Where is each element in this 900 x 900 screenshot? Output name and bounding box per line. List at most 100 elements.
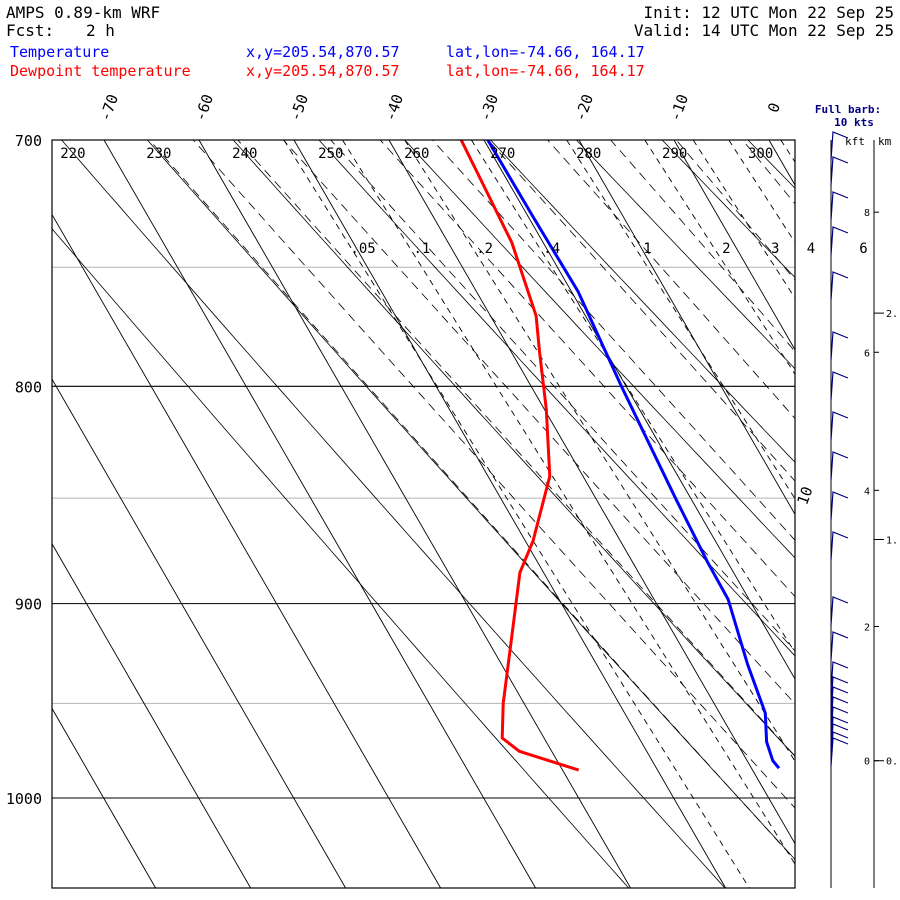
theta-label: 250 bbox=[318, 146, 343, 162]
wind-barb bbox=[830, 531, 849, 561]
theta-label: 230 bbox=[146, 146, 171, 162]
wind-barb bbox=[830, 331, 849, 361]
moist-adiabat bbox=[330, 140, 795, 652]
dry-adiabat bbox=[808, 114, 900, 889]
moist-adiabat bbox=[431, 140, 795, 541]
wind-barb-stroke bbox=[830, 686, 849, 716]
theta-label: 300 bbox=[748, 146, 773, 162]
moist-adiabat bbox=[379, 140, 795, 598]
temperature-top-label: -20 bbox=[571, 92, 597, 124]
wind-barb-stroke bbox=[830, 131, 849, 161]
temperature-top-label: -50 bbox=[286, 92, 312, 124]
wind-barb bbox=[830, 631, 849, 661]
dry-adiabat bbox=[404, 140, 795, 559]
wind-barb-stroke bbox=[830, 331, 849, 361]
wind-barb bbox=[830, 451, 849, 481]
wind-barb-stroke bbox=[830, 271, 849, 301]
moist-adiabat bbox=[192, 140, 795, 809]
moist-adiabat bbox=[148, 140, 795, 861]
kft-tick-label: 8 bbox=[864, 208, 870, 219]
kft-tick-label: 4 bbox=[864, 486, 870, 497]
dry-adiabat bbox=[52, 228, 629, 888]
isotherm bbox=[52, 542, 251, 888]
wind-barb-stroke bbox=[830, 631, 849, 661]
pressure-tick-label: 900 bbox=[15, 596, 42, 614]
legend-temperature-xy: x,y=205.54,870.57 bbox=[246, 43, 400, 61]
wind-barb-stroke bbox=[830, 491, 849, 521]
wind-barb bbox=[830, 491, 849, 521]
wind-barb-stroke bbox=[830, 191, 849, 221]
isotherm bbox=[673, 140, 795, 351]
moist-adiabat bbox=[487, 140, 795, 482]
isotherm bbox=[768, 140, 795, 186]
dry-adiabat bbox=[575, 140, 795, 370]
legend-dewpoint-latlon: lat,lon=-74.66, 164.17 bbox=[446, 62, 645, 80]
mixing-ratio-line bbox=[404, 140, 795, 763]
km-tick-label: 2. bbox=[886, 309, 898, 320]
isotherm bbox=[388, 140, 795, 845]
kft-tick-label: 0 bbox=[864, 757, 870, 768]
temperature-top-label: -10 bbox=[666, 92, 692, 124]
wind-barb bbox=[830, 706, 849, 736]
dry-adiabat bbox=[893, 114, 900, 889]
fcst-value: 2 h bbox=[86, 21, 115, 40]
mixing-ratio-line bbox=[566, 140, 795, 500]
moist-adiabat bbox=[610, 140, 795, 353]
mixing-ratio-line bbox=[283, 140, 750, 888]
mixing-ratio-line bbox=[471, 140, 795, 654]
isotherm bbox=[483, 140, 795, 680]
isotherm bbox=[52, 707, 156, 888]
mixing-ratio-label: 6 bbox=[859, 241, 867, 257]
plot-frame bbox=[51, 139, 796, 889]
moist-adiabat bbox=[237, 140, 795, 757]
wind-barb bbox=[830, 696, 849, 726]
temperature-top-label: -70 bbox=[96, 92, 122, 124]
isotherm bbox=[103, 140, 536, 888]
wind-panel-title: Full barb: bbox=[815, 103, 881, 116]
wind-barb bbox=[830, 737, 849, 767]
theta-label: 240 bbox=[232, 146, 257, 162]
theta-label: 220 bbox=[60, 146, 85, 162]
wind-barb bbox=[830, 226, 849, 256]
model-title: AMPS 0.89-km WRF bbox=[6, 3, 161, 22]
wind-barb-stroke bbox=[830, 411, 849, 441]
mixing-ratio-label: 3 bbox=[771, 241, 779, 257]
wind-panel-subtitle: 10 kts bbox=[834, 116, 874, 129]
theta-label: 290 bbox=[662, 146, 687, 162]
wind-barb-stroke bbox=[830, 696, 849, 726]
valid-time: Valid: 14 UTC Mon 22 Sep 25 bbox=[633, 21, 894, 40]
wind-barb bbox=[830, 156, 849, 186]
dry-adiabat bbox=[661, 140, 795, 279]
wind-barb-stroke bbox=[830, 226, 849, 256]
wind-barb-stroke bbox=[830, 661, 849, 691]
temperature-top-label: -60 bbox=[191, 92, 217, 124]
pressure-tick-label: 800 bbox=[15, 378, 42, 396]
theta-label: 260 bbox=[404, 146, 429, 162]
wind-barb bbox=[830, 661, 849, 691]
mixing-ratio-label: .1 bbox=[413, 241, 430, 257]
dry-adiabat bbox=[490, 140, 795, 463]
temperature-top-label: 0 bbox=[764, 100, 784, 115]
theta-label: 280 bbox=[576, 146, 601, 162]
right-temperature-label: 10 bbox=[794, 484, 817, 507]
pressure-tick-label: 1000 bbox=[6, 790, 42, 808]
wind-barb bbox=[830, 676, 849, 706]
legend-dewpoint-xy: x,y=205.54,870.57 bbox=[246, 62, 400, 80]
kft-axis-label: kft bbox=[845, 135, 865, 148]
mixing-ratio-line bbox=[342, 140, 795, 865]
kft-tick-label: 6 bbox=[864, 348, 870, 359]
wind-barb bbox=[830, 131, 849, 161]
mixing-ratio-label: 2 bbox=[722, 241, 730, 257]
mixing-ratio-label: 4 bbox=[807, 241, 815, 257]
wind-barb-stroke bbox=[830, 451, 849, 481]
moist-adiabat bbox=[547, 140, 795, 420]
legend-temperature-name: Temperature bbox=[10, 43, 110, 61]
mixing-ratio-label: .2 bbox=[476, 241, 493, 257]
mixing-ratio-label: .4 bbox=[543, 241, 560, 257]
temperature-top-label: -30 bbox=[476, 92, 502, 124]
moist-adiabat bbox=[675, 140, 795, 281]
dry-adiabat bbox=[61, 140, 726, 888]
init-time: Init: 12 UTC Mon 22 Sep 25 bbox=[643, 3, 894, 22]
wind-barb-stroke bbox=[830, 156, 849, 186]
